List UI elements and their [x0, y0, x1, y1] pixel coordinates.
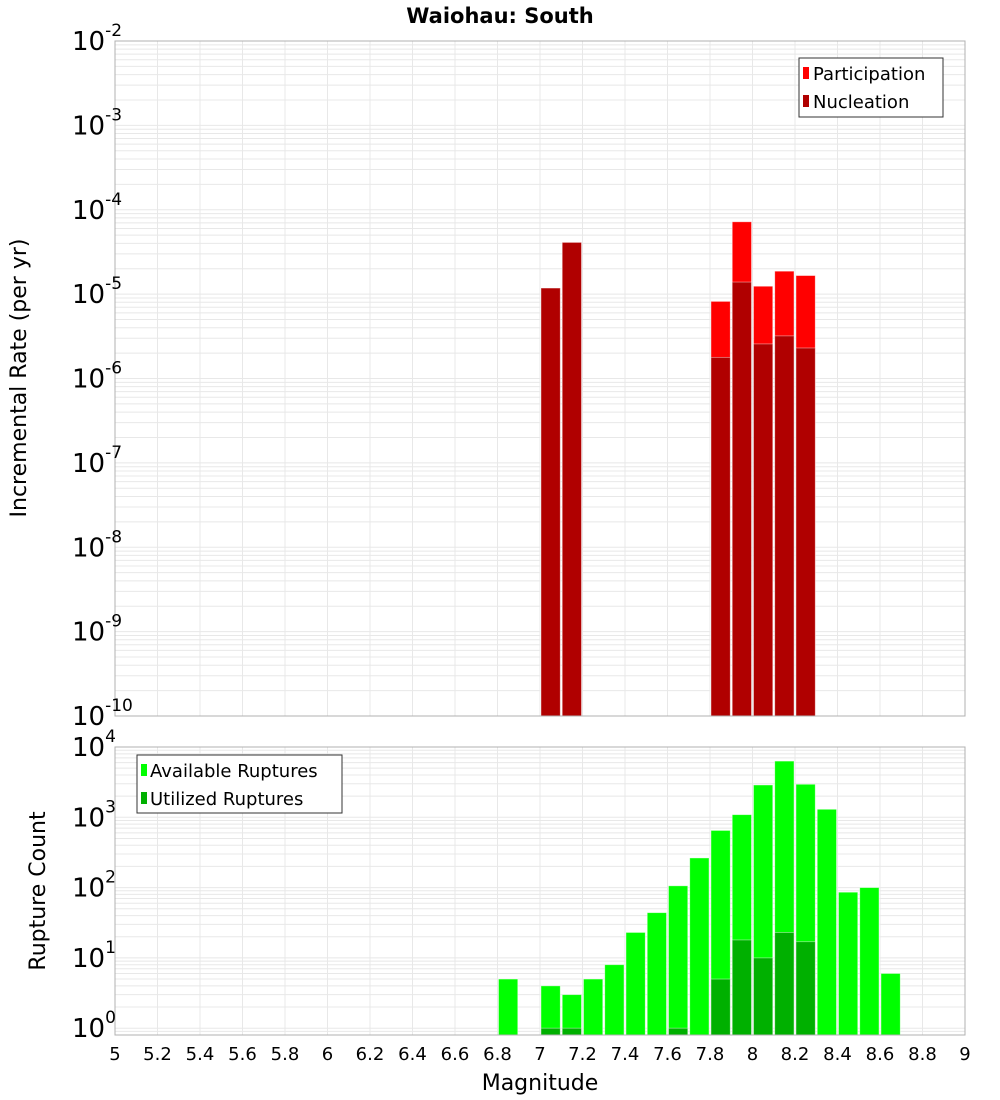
participation-swatch: [803, 67, 809, 79]
bar-available-ruptures: [689, 857, 710, 1036]
bar-nucleation: [540, 287, 561, 717]
count-legend: Available Ruptures Utilized Ruptures: [136, 754, 343, 814]
bar-nucleation: [561, 242, 582, 717]
y-tick-label: 104: [72, 727, 116, 763]
x-ticks: 5 5.2 5.4 5.6 5.8 6 6.2 6.4 6.6 6.8 7 7.2 7.4 7.6 7.8 8…: [109, 1044, 970, 1065]
x-axis-label: Magnitude: [482, 1071, 599, 1096]
x-tick-label: 9: [959, 1044, 970, 1065]
x-tick-label: 5.6: [228, 1044, 257, 1065]
y-tick-label: 10-8: [72, 527, 122, 563]
x-tick-label: 7.6: [653, 1044, 682, 1065]
y-tick-label: 102: [72, 868, 116, 904]
bar-utilized-ruptures: [710, 978, 731, 1036]
x-tick-label: 6.8: [483, 1044, 512, 1065]
y-tick-label: 10-3: [72, 105, 122, 141]
count-y-ticks: 104 103 102 101 100: [72, 727, 116, 1044]
x-tick-label: 5: [109, 1044, 120, 1065]
bar-available-ruptures: [859, 887, 880, 1036]
x-tick-label: 8: [747, 1044, 758, 1065]
x-tick-label: 6.2: [356, 1044, 385, 1065]
y-tick-label: 100: [72, 1008, 116, 1044]
bar-available-ruptures: [604, 964, 625, 1036]
rate-legend: Participation Nucleation: [798, 57, 944, 118]
rate-plot-bars: [540, 221, 816, 717]
count-plot-frame: [114, 746, 966, 1036]
rate-plot-grid: [114, 40, 966, 717]
x-tick-label: 6: [322, 1044, 333, 1065]
chart-title: Waiohau: South: [406, 4, 593, 28]
bar-available-ruptures: [668, 885, 689, 1036]
utilized-swatch: [141, 792, 147, 804]
x-tick-label: 6.6: [441, 1044, 470, 1065]
count-plot-bars: [498, 760, 901, 1036]
rate-plot-frame: [114, 40, 966, 717]
bar-available-ruptures: [540, 985, 561, 1036]
bar-utilized-ruptures: [561, 1027, 582, 1036]
bar-utilized-ruptures: [540, 1027, 561, 1036]
y-tick-label: 10-4: [72, 190, 122, 226]
y-tick-label: 10-9: [72, 612, 122, 648]
bar-available-ruptures: [583, 978, 604, 1036]
x-tick-label: 8.8: [908, 1044, 937, 1065]
y-tick-label: 10-6: [72, 359, 122, 395]
bar-available-ruptures: [838, 891, 859, 1036]
bar-available-ruptures: [880, 973, 901, 1036]
x-tick-label: 7.4: [611, 1044, 640, 1065]
x-tick-label: 5.8: [271, 1044, 300, 1065]
rate-y-ticks: 10-2 10-3 10-4 10-5 10-6 10-7 10-8 10-9 10-10: [72, 21, 133, 732]
bar-utilized-ruptures: [774, 932, 795, 1036]
x-tick-label: 7: [534, 1044, 545, 1065]
y-tick-label: 10-5: [72, 274, 122, 310]
x-tick-label: 8.2: [781, 1044, 810, 1065]
bar-available-ruptures: [816, 808, 837, 1036]
x-tick-label: 8.4: [823, 1044, 852, 1065]
bar-nucleation: [731, 281, 752, 717]
bar-nucleation: [774, 335, 795, 717]
legend-utilized: Utilized Ruptures: [150, 789, 303, 810]
bar-nucleation: [753, 343, 774, 717]
x-tick-label: 6.4: [398, 1044, 427, 1065]
x-tick-label: 5.2: [143, 1044, 172, 1065]
x-tick-label: 7.2: [568, 1044, 597, 1065]
bar-utilized-ruptures: [795, 941, 816, 1036]
legend-available: Available Ruptures: [150, 761, 318, 782]
bar-utilized-ruptures: [753, 957, 774, 1036]
bar-nucleation: [795, 347, 816, 717]
y-tick-label: 103: [72, 797, 116, 833]
bar-utilized-ruptures: [731, 939, 752, 1036]
y-tick-label: 10-2: [72, 21, 122, 57]
legend-participation: Participation: [813, 64, 925, 85]
rate-y-axis-label: Incremental Rate (per yr): [7, 239, 32, 518]
bar-available-ruptures: [646, 912, 667, 1036]
available-swatch: [141, 764, 147, 776]
legend-nucleation: Nucleation: [813, 92, 909, 113]
bar-utilized-ruptures: [668, 1027, 689, 1036]
x-tick-label: 5.4: [186, 1044, 215, 1065]
y-tick-label: 10-7: [72, 443, 122, 479]
y-tick-label: 101: [72, 938, 116, 974]
bar-available-ruptures: [498, 978, 519, 1036]
count-y-axis-label: Rupture Count: [26, 811, 51, 971]
x-tick-label: 7.8: [696, 1044, 725, 1065]
y-tick-label: 10-10: [72, 696, 133, 732]
bar-available-ruptures: [625, 932, 646, 1036]
x-tick-label: 8.6: [866, 1044, 895, 1065]
bar-nucleation: [710, 356, 731, 717]
nucleation-swatch: [803, 95, 809, 107]
